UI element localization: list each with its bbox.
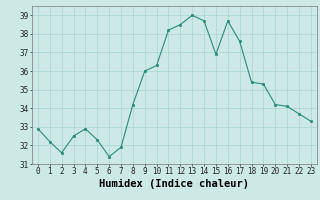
X-axis label: Humidex (Indice chaleur): Humidex (Indice chaleur) (100, 179, 249, 189)
